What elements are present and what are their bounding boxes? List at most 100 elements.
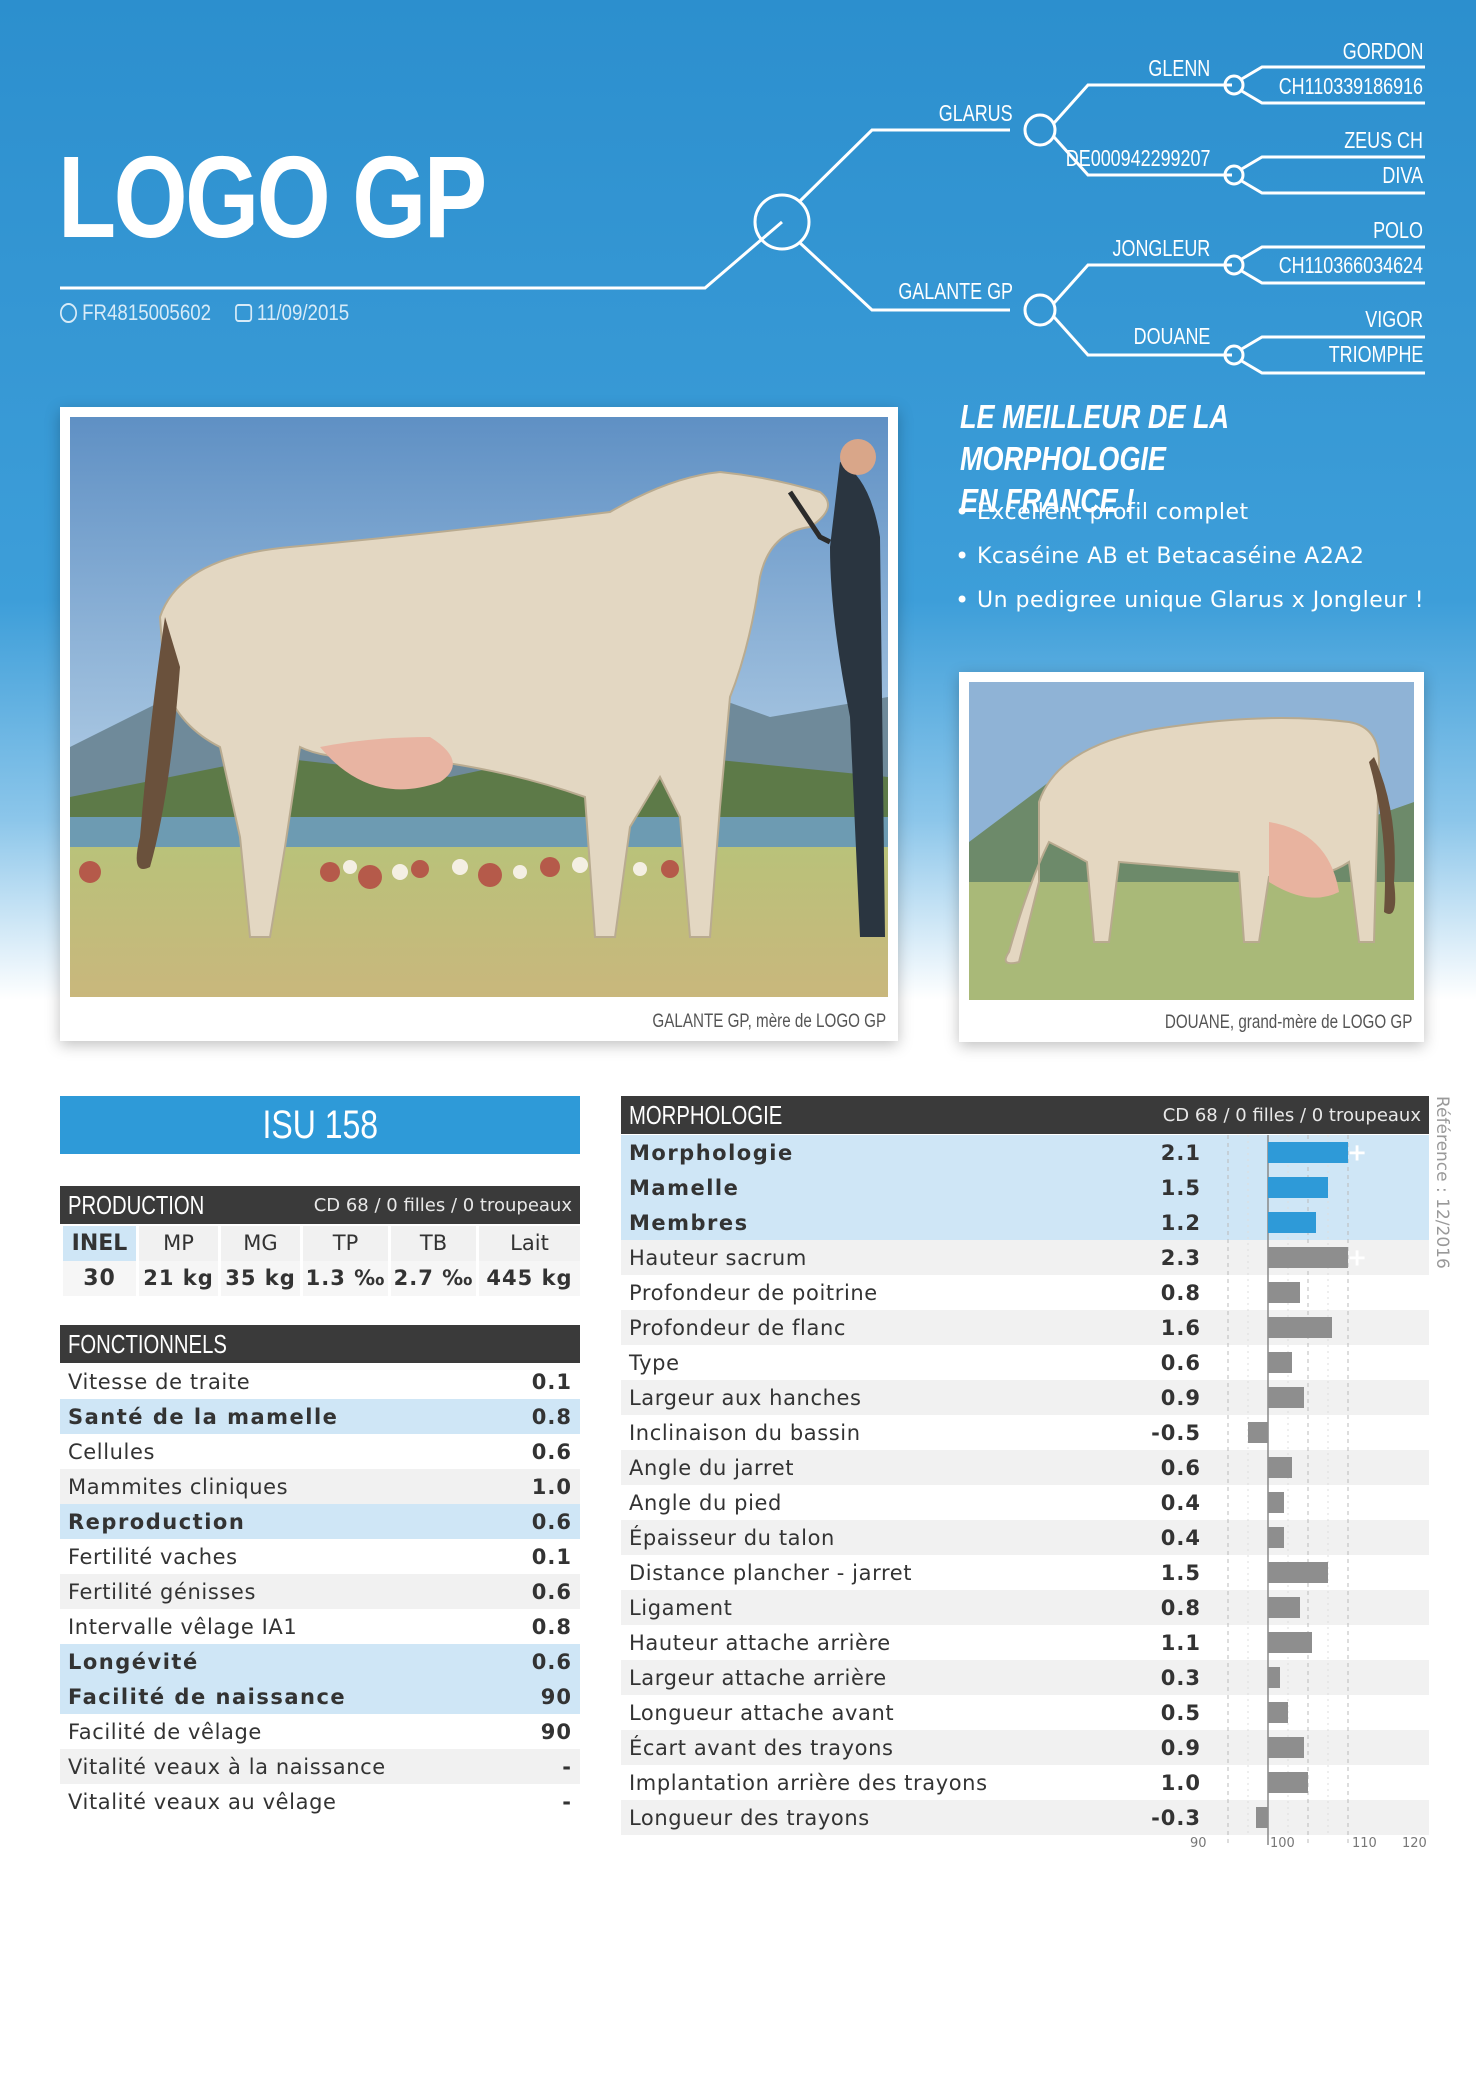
production-header-cell: TB [388, 1226, 476, 1261]
morphologie-chart: ++ [1227, 1135, 1367, 1845]
table-row: Angle du pied 0.4 [621, 1485, 1429, 1520]
chart-bar [1268, 1632, 1312, 1653]
side-photo-caption: DOUANE, grand-mère de LOGO GP [1164, 1012, 1412, 1033]
feature-item: Un pedigree unique Glarus x Jongleur ! [955, 586, 1424, 632]
calendar-icon [234, 304, 252, 322]
ped-sire-sire: GLENN [1148, 55, 1210, 81]
isu-badge: ISU 158 [60, 1096, 580, 1154]
ped-dam-dam: DOUANE [1133, 323, 1210, 349]
morph-value: 0.8 [1160, 1280, 1201, 1305]
production-header-cell: Lait [476, 1226, 580, 1261]
morph-label: Profondeur de flanc [629, 1315, 847, 1340]
morph-value: 1.5 [1160, 1175, 1201, 1200]
feature-item: Kcaséine AB et Betacaséine A2A2 [955, 542, 1424, 588]
morph-value: 0.9 [1160, 1385, 1201, 1410]
reference-note: Référence : 12/2016 [1432, 1096, 1452, 1269]
morph-label: Longueur attache avant [629, 1700, 895, 1725]
ped-dam-sire: JONGLEUR [1112, 235, 1210, 261]
production-title: PRODUCTION [68, 1189, 205, 1220]
chart-bar [1268, 1352, 1292, 1373]
ped-glenn-sire: GORDON [1342, 38, 1423, 64]
table-row: Santé de la mamelle 0.8 [60, 1399, 580, 1434]
table-row: Facilité de vêlage 90 [68, 1719, 572, 1744]
animal-name: LOGO GP [58, 132, 487, 262]
morph-label: Profondeur de poitrine [629, 1280, 878, 1305]
morph-value: 1.6 [1160, 1315, 1201, 1340]
morph-value: 0.6 [1160, 1455, 1201, 1480]
morph-value: 0.4 [1160, 1490, 1201, 1515]
headline: LE MEILLEUR DE LA MORPHOLOGIE EN FRANCE … [960, 396, 1386, 522]
fonctionnels-title: FONCTIONNELS [68, 1328, 227, 1359]
ped-douane-sire: VIGOR [1365, 306, 1423, 332]
table-row: Distance plancher - jarret 1.5 [621, 1555, 1429, 1590]
production-grid: INEL MP MG TP TB Lait 30 21 kg 35 kg 1.3… [60, 1226, 580, 1296]
chart-bar [1248, 1422, 1268, 1443]
main-photo-frame: GALANTE GP, mère de LOGO GP [60, 407, 898, 1041]
feature-item: Excellent profil complet [955, 498, 1424, 544]
chart-bar [1268, 1247, 1348, 1268]
morph-value: 0.3 [1160, 1665, 1201, 1690]
ped-dam: GALANTE GP [898, 278, 1013, 304]
production-value-cell: 21 kg [136, 1261, 218, 1296]
chart-bar [1268, 1562, 1328, 1583]
table-row: Longueur attache avant 0.5 [621, 1695, 1429, 1730]
table-row: Longueur des trayons -0.3 [621, 1800, 1429, 1835]
chart-bar [1268, 1142, 1348, 1163]
chart-bar [1268, 1772, 1308, 1793]
ped-glenn-dam: CH110339186916 [1278, 73, 1423, 99]
production-value-cell: 1.3 ‰ [300, 1261, 388, 1296]
morph-label: Longueur des trayons [629, 1805, 870, 1830]
chart-bar [1268, 1527, 1284, 1548]
id-icon [60, 303, 77, 323]
morph-value: 0.8 [1160, 1595, 1201, 1620]
production-value-cell: 30 [60, 1261, 136, 1296]
table-row: Vitalité veaux à la naissance - [60, 1749, 580, 1784]
chart-bar [1268, 1457, 1292, 1478]
axis-tick-label: 100 [1270, 1836, 1295, 1851]
axis-tick-label: 110 [1352, 1836, 1377, 1851]
morph-label: Largeur aux hanches [629, 1385, 862, 1410]
morph-label: Morphologie [629, 1140, 794, 1165]
table-row: Inclinaison du bassin -0.5 [621, 1415, 1429, 1450]
feature-list: Excellent profil complet Kcaséine AB et … [955, 498, 1424, 632]
pedigree-tree [60, 65, 1425, 375]
morph-label: Type [629, 1350, 680, 1375]
morph-label: Mamelle [629, 1175, 740, 1200]
chart-bar [1268, 1492, 1284, 1513]
morph-value: 1.5 [1160, 1560, 1201, 1585]
ped-jongleur-sire: POLO [1373, 217, 1423, 243]
morph-label: Hauteur sacrum [629, 1245, 807, 1270]
chart-bar [1268, 1597, 1300, 1618]
production-value-cell: 35 kg [218, 1261, 300, 1296]
morph-label: Ligament [629, 1595, 733, 1620]
morph-value: 1.0 [1160, 1770, 1201, 1795]
table-row: Épaisseur du talon 0.4 [621, 1520, 1429, 1555]
morphologie-header: MORPHOLOGIE CD 68 / 0 filles / 0 troupea… [621, 1096, 1429, 1134]
headline-line-1: LE MEILLEUR DE LA MORPHOLOGIE [960, 398, 1229, 477]
ped-sire-dam: DE000942299207 [1065, 145, 1210, 171]
side-photo-frame: DOUANE, grand-mère de LOGO GP [959, 672, 1424, 1042]
ped-jongleur-dam: CH110366034624 [1278, 252, 1423, 278]
table-row: Vitalité veaux au vêlage - [68, 1789, 572, 1814]
chart-bar [1268, 1317, 1332, 1338]
table-row: Fertilité vaches 0.1 [68, 1544, 572, 1569]
morph-value: 1.1 [1160, 1630, 1201, 1655]
production-header-cell: MG [218, 1226, 300, 1261]
morph-value: 0.4 [1160, 1525, 1201, 1550]
production-header: PRODUCTION CD 68 / 0 filles / 0 troupeau… [60, 1186, 580, 1224]
chart-bar [1268, 1282, 1300, 1303]
morphologie-title: MORPHOLOGIE [629, 1099, 783, 1130]
chart-bar [1268, 1177, 1328, 1198]
chart-bar [1268, 1737, 1304, 1758]
fonctionnels-header: FONCTIONNELS [60, 1325, 580, 1363]
animal-id: FR4815005602 [60, 300, 211, 326]
animal-birth-date: 11/09/2015 [234, 300, 349, 326]
ped-de-sire: ZEUS CH [1344, 127, 1423, 153]
table-row: Profondeur de flanc 1.6 [621, 1310, 1429, 1345]
chart-bar [1268, 1667, 1280, 1688]
axis-tick-label: 120 [1402, 1836, 1427, 1851]
chart-bar [1268, 1387, 1304, 1408]
morph-label: Membres [629, 1210, 749, 1235]
table-row: Profondeur de poitrine 0.8 [621, 1275, 1429, 1310]
morph-label: Épaisseur du talon [629, 1525, 835, 1550]
